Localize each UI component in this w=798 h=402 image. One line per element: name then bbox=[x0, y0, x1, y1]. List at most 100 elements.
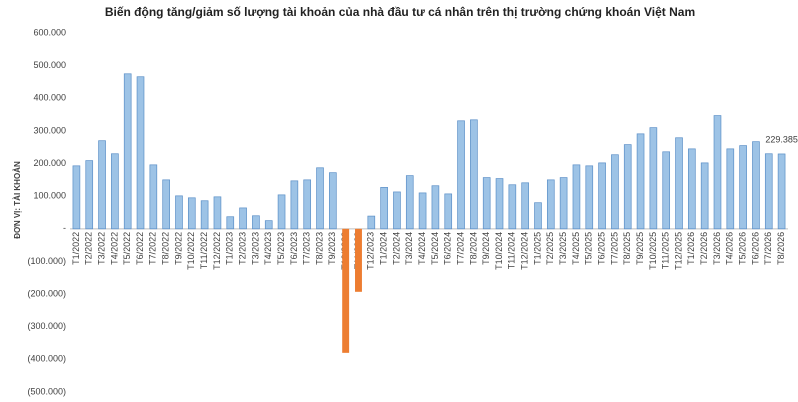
x-tick-label: T6/2025 bbox=[596, 232, 606, 265]
x-tick-label: T6/2026 bbox=[750, 232, 760, 265]
x-tick-label: T12/2022 bbox=[212, 232, 222, 270]
x-tick-label: T10/2025 bbox=[648, 232, 658, 270]
chart-title: Biến động tăng/giảm số lượng tài khoản c… bbox=[105, 5, 695, 19]
bar bbox=[546, 179, 555, 230]
x-tick-label: T3/2023 bbox=[250, 232, 260, 265]
x-tick-label: T5/2025 bbox=[584, 232, 594, 265]
bar bbox=[688, 148, 696, 230]
bar bbox=[585, 165, 594, 230]
y-tick-label: (200.000) bbox=[27, 288, 66, 298]
x-tick-label: T1/2024 bbox=[379, 232, 389, 265]
bar bbox=[636, 133, 645, 230]
x-tick-label: T1/2025 bbox=[532, 232, 542, 265]
bar bbox=[739, 145, 747, 230]
bar bbox=[752, 141, 760, 230]
bar bbox=[98, 140, 106, 230]
bar bbox=[431, 185, 440, 230]
bar bbox=[380, 187, 388, 230]
y-tick-label: 400.000 bbox=[33, 93, 66, 103]
x-tick-label: T6/2024 bbox=[443, 232, 453, 265]
x-tick-label: T8/2023 bbox=[314, 232, 324, 265]
x-tick-label: T4/2025 bbox=[571, 232, 581, 265]
x-tick-label: T10/2022 bbox=[186, 232, 196, 270]
y-tick-label: (400.000) bbox=[27, 354, 66, 364]
x-tick-label: T1/2023 bbox=[225, 232, 235, 265]
x-tick-label: T6/2022 bbox=[135, 232, 145, 265]
bar bbox=[290, 180, 299, 230]
bar bbox=[264, 220, 273, 230]
x-tick-label: T5/2022 bbox=[122, 232, 132, 265]
x-tick-label: T9/2025 bbox=[635, 232, 645, 265]
x-tick-label: T6/2023 bbox=[289, 232, 299, 265]
bar bbox=[598, 162, 606, 230]
x-tick-label: T5/2023 bbox=[276, 232, 286, 265]
bar bbox=[559, 177, 568, 230]
bar bbox=[662, 151, 671, 230]
x-tick-label: T2/2025 bbox=[545, 232, 555, 265]
bar bbox=[252, 215, 260, 230]
bar bbox=[367, 215, 376, 230]
bar bbox=[700, 162, 709, 230]
y-tick-label: (300.000) bbox=[27, 321, 66, 331]
x-tick-label: T10/2024 bbox=[494, 232, 504, 270]
bar bbox=[303, 179, 312, 230]
x-tick-label: T1/2022 bbox=[71, 232, 81, 265]
bar bbox=[713, 115, 722, 230]
x-tick-label: T7/2022 bbox=[148, 232, 158, 265]
x-tick-label: T11/2024 bbox=[507, 232, 517, 269]
bar bbox=[777, 153, 786, 230]
y-axis-label: ĐƠN VỊ: TÀI KHOẢN bbox=[13, 161, 22, 239]
bar bbox=[726, 148, 735, 230]
bar bbox=[85, 160, 94, 230]
bar bbox=[572, 164, 581, 230]
bar bbox=[508, 184, 517, 230]
x-tick-label: T8/2025 bbox=[622, 232, 632, 265]
bar bbox=[226, 216, 235, 230]
x-tick-label: T4/2026 bbox=[725, 232, 735, 265]
x-tick-label: T3/2024 bbox=[404, 232, 414, 265]
bar bbox=[418, 192, 427, 230]
x-tick-label: T3/2025 bbox=[558, 232, 568, 265]
value-label: 229.385 bbox=[765, 134, 798, 144]
x-tick-label: T7/2024 bbox=[455, 232, 465, 265]
x-tick-label: T9/2024 bbox=[481, 232, 491, 265]
bar bbox=[393, 191, 401, 230]
x-tick-label: T9/2022 bbox=[173, 232, 183, 265]
bar bbox=[200, 200, 209, 230]
bar bbox=[111, 153, 119, 230]
y-tick-label: 100.000 bbox=[33, 191, 66, 201]
x-tick-label: T2/2024 bbox=[391, 232, 401, 265]
bar bbox=[470, 119, 478, 230]
x-tick-label: T3/2022 bbox=[96, 232, 106, 265]
bar bbox=[149, 164, 158, 230]
x-tick-label: T2/2023 bbox=[237, 232, 247, 265]
bar bbox=[72, 165, 81, 230]
x-tick-label: T7/2025 bbox=[609, 232, 619, 265]
bar bbox=[675, 137, 683, 230]
x-tick-label: T8/2024 bbox=[468, 232, 478, 265]
bar bbox=[534, 202, 542, 230]
x-tick-label: T12/2024 bbox=[520, 232, 530, 270]
x-tick-label: T4/2023 bbox=[263, 232, 273, 265]
y-tick-label: (100.000) bbox=[27, 256, 66, 266]
x-tick-label: T2/2026 bbox=[699, 232, 709, 265]
x-tick-label: T12/2025 bbox=[673, 232, 683, 270]
x-tick-label: T7/2023 bbox=[302, 232, 312, 265]
bar bbox=[444, 193, 453, 230]
x-tick-label: T7/2026 bbox=[763, 232, 773, 265]
x-tick-label: T8/2026 bbox=[776, 232, 786, 265]
x-tick-label: T11/2025 bbox=[661, 232, 671, 269]
x-tick-label: T2/2022 bbox=[84, 232, 94, 265]
bar bbox=[482, 177, 491, 230]
bar bbox=[175, 195, 183, 230]
x-tick-label: T9/2023 bbox=[327, 232, 337, 265]
x-tick-label: T1/2026 bbox=[686, 232, 696, 265]
y-tick-label: 300.000 bbox=[33, 125, 66, 135]
x-tick-label: T4/2022 bbox=[109, 232, 119, 265]
bar bbox=[495, 178, 504, 230]
y-tick-label: 200.000 bbox=[33, 158, 66, 168]
bar bbox=[316, 167, 324, 230]
bar bbox=[649, 127, 658, 230]
y-tick-label: (500.000) bbox=[27, 386, 66, 396]
